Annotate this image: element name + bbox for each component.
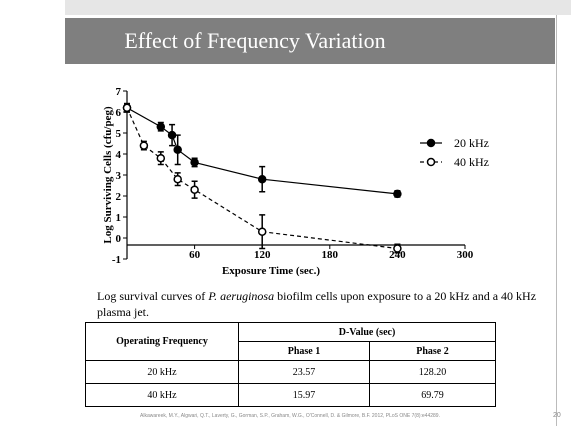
data-point [257,227,267,236]
cell: 23.57 [238,360,370,384]
page-number: 20 [553,412,561,419]
y-tick-label: 4 [116,149,122,161]
data-point [393,189,402,199]
subheader-cell: Phase 2 [369,341,496,361]
chart: -1 0 1 2 3 4 5 6 7 60 120 180 240 300 Exposure Time (s… [102,86,489,277]
data-point [190,158,199,167]
data-point [156,122,166,131]
data-point [173,174,182,184]
cell: 15.97 [238,383,370,407]
data-point [156,153,166,163]
data-point [257,174,267,184]
x-axis-label: Exposure Time (sec.) [222,265,320,277]
x-tick-label: 180 [322,249,339,261]
y-tick-label: -1 [112,254,121,266]
data-point [190,185,199,194]
y-tick-label: 5 [116,128,122,140]
y-tick-label: 3 [116,170,122,182]
top-bar [65,0,571,15]
y-tick-label: 2 [116,191,122,203]
data-point [173,145,182,155]
x-tick-label: 240 [389,249,406,261]
cell: 20 kHz [85,360,239,384]
slide-title: Effect of Frequency Variation [124,28,386,53]
y-tick-label: 0 [116,233,122,245]
header-cell: Operating Frequency [85,322,239,361]
data-point [393,244,402,253]
y-tick-label: 1 [116,212,122,224]
legend-label: 20 kHz [454,136,489,150]
data-point [139,141,149,150]
caption: Log survival curves of P. aeruginosa bio… [97,288,537,320]
cell: 128.20 [369,360,496,384]
x-tick-label: 60 [189,249,201,261]
y-tick-label: 6 [116,107,122,119]
data-point [167,130,177,140]
y-axis-label: Log Surviving Cells (cfu/peg) [102,106,114,244]
subheader-cell: Phase 1 [238,341,370,361]
caption-text: biofilm cells upon exposure to a 20 kHz … [97,289,537,319]
legend-label: 40 kHz [454,155,489,169]
y-tick-label: 7 [116,86,122,98]
x-tick-label: 300 [457,249,474,261]
data-point [122,103,132,113]
border-line [556,15,557,426]
legend-marker [426,138,436,148]
x-tick-label: 120 [254,249,271,261]
header-cell: D-Value (sec) [238,322,496,342]
d-value-table: Operating Frequency D-Value (sec) Phase … [85,322,496,407]
citation: Alkawareek, M.Y., Algwari, Q.T., Laverty… [140,413,440,419]
cell: 40 kHz [85,383,239,407]
cell: 69.79 [369,383,496,407]
caption-species: P. aeruginosa [208,289,275,303]
legend-marker [426,157,436,167]
title-banner [65,18,555,64]
caption-text: Log survival curves of [97,289,209,303]
